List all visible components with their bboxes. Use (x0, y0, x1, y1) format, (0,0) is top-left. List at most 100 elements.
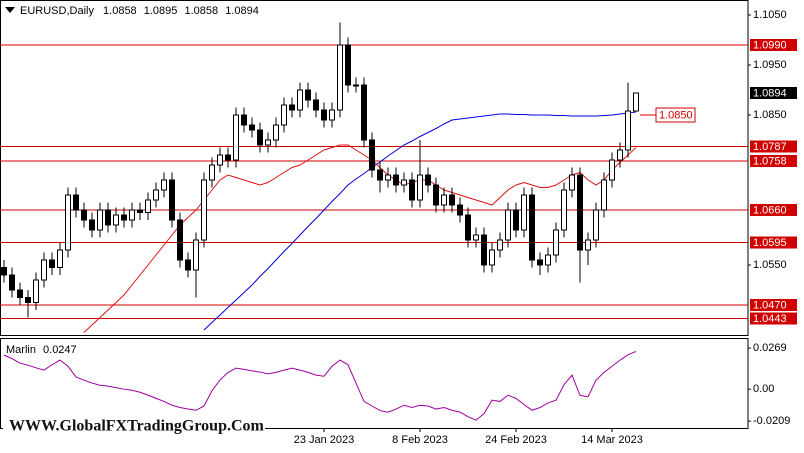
candle-body (73, 194, 79, 211)
level-label-box (750, 299, 797, 311)
candle-body (617, 149, 623, 161)
candle-body (513, 209, 519, 231)
x-tick-label: 24 Feb 2023 (485, 434, 547, 446)
candle-body (441, 194, 447, 206)
level-label-box (750, 39, 797, 51)
main-frame (0, 0, 749, 336)
candle-body (433, 184, 439, 206)
candle-body (145, 199, 151, 213)
candle-body (169, 179, 175, 221)
candle-body (41, 259, 47, 281)
moving-average (83, 144, 637, 333)
candle-body (417, 174, 423, 201)
candle-body (257, 129, 263, 146)
price-plot (0, 22, 748, 333)
candle-body (25, 297, 31, 303)
candle-body (289, 104, 295, 111)
candle-body (273, 124, 279, 141)
annotation-box (655, 107, 696, 123)
level-label: 1.0470 (753, 299, 787, 311)
x-tick-label: 14 Mar 2023 (581, 434, 643, 446)
indicator-name: Marlin (6, 344, 36, 356)
candle-body (385, 174, 391, 181)
candle-body (521, 194, 527, 231)
candle-body (569, 174, 575, 191)
level-label: 1.0758 (753, 155, 787, 167)
candle-body (249, 124, 255, 131)
candle-body (193, 239, 199, 271)
candle-body (185, 259, 191, 271)
candle-body (305, 89, 311, 101)
candle-body (97, 209, 103, 231)
low: 1.0858 (184, 5, 218, 17)
candle-body (409, 179, 415, 201)
candle-body (545, 254, 551, 266)
candle-body (217, 154, 223, 166)
candle-body (393, 174, 399, 186)
candle-body (585, 239, 591, 251)
oscillator-frame (0, 338, 749, 429)
oscillator-title: Marlin 0.0247 (6, 344, 77, 356)
candle-body (9, 274, 15, 291)
candle-body (529, 194, 535, 261)
oscillator-line (3, 350, 637, 421)
candle-body (593, 209, 599, 241)
axes: 1.0990 1.0787 1.0758 1.0660 1.0595 1.0470 1.04… (294, 9, 797, 446)
candle-body (57, 249, 63, 268)
candle-body (465, 214, 471, 241)
high: 1.0895 (144, 5, 178, 17)
candle-body (161, 179, 167, 191)
y-tick-label: 0.00 (753, 383, 774, 395)
candle-body (65, 194, 71, 251)
price-label: 1.0894 (753, 87, 787, 99)
candle-body (113, 214, 119, 226)
candle-body (233, 114, 239, 161)
candle-body (473, 234, 479, 241)
candle-body (129, 209, 135, 221)
level-label-box (750, 312, 797, 325)
candle-body (537, 259, 543, 266)
candle-body (329, 109, 335, 121)
candle-body (281, 104, 287, 126)
candle-body (105, 209, 111, 226)
y-tick-label: 1.0950 (753, 59, 787, 71)
candle-body (313, 99, 319, 111)
y-tick-label: 1.1050 (753, 9, 787, 21)
candle-body (457, 204, 463, 216)
moving-average (203, 111, 637, 331)
menu-arrow[interactable] (5, 7, 15, 13)
candle-body (425, 174, 431, 186)
candle-body (345, 44, 351, 86)
close: 1.0894 (225, 5, 259, 17)
candle-body (377, 169, 383, 181)
candle-body (265, 139, 271, 146)
candle-body (225, 154, 231, 161)
candle-body (321, 109, 327, 121)
level-label-box (750, 140, 797, 153)
level-label: 1.0660 (753, 204, 787, 216)
candle-body (153, 189, 159, 201)
level-label: 1.0787 (753, 141, 787, 153)
level-label: 1.0595 (753, 237, 787, 249)
x-tick-label: 8 Feb 2023 (392, 434, 448, 446)
level-label: 1.0443 (753, 313, 787, 325)
candle-body (1, 267, 7, 276)
candle-body (361, 84, 367, 141)
candle-body (625, 110, 631, 151)
level-label-box (750, 236, 797, 249)
candle-body (177, 219, 183, 261)
candle-body (553, 229, 559, 256)
candle-body (401, 179, 407, 186)
candle-body (137, 209, 143, 213)
candle-body (17, 289, 23, 298)
candle-body (633, 92, 639, 112)
candle-body (49, 259, 55, 268)
symbol: EURUSD,Daily (20, 5, 94, 17)
candle-body (561, 189, 567, 231)
y-tick-label: 1.0550 (753, 259, 787, 271)
annotation-label: 1.0850 (659, 109, 693, 121)
oscillator-plot (3, 350, 637, 421)
candle-body (297, 89, 303, 111)
candle-body (609, 159, 615, 181)
